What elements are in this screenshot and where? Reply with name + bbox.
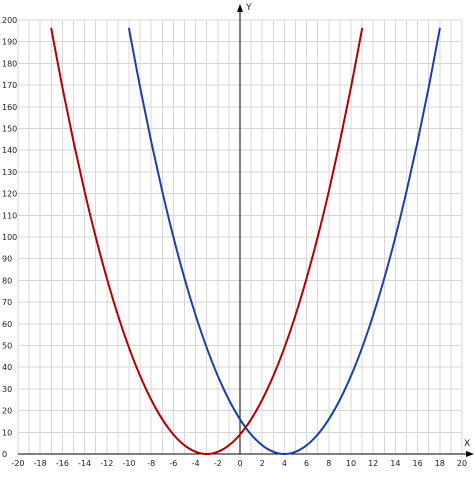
x-tick-label: -6 [169,459,177,468]
y-tick-label: 60 [2,320,12,329]
x-tick-label: 2 [260,459,265,468]
x-tick-label: 10 [346,459,356,468]
x-tick-label: 4 [282,459,287,468]
y-tick-label: 100 [2,233,17,242]
x-tick-label: -18 [34,459,47,468]
x-tick-label: 18 [435,459,445,468]
y-tick-label: 110 [2,211,17,220]
x-axis-label: X [464,439,470,449]
y-axis-arrow [237,4,243,12]
x-tick-label: 12 [368,459,378,468]
y-tick-label: 120 [2,190,17,199]
series-line-2 [128,27,441,455]
y-tick-label: 90 [2,255,12,264]
x-tick-label: -16 [56,459,69,468]
y-tick-label: 140 [2,146,17,155]
y-tick-label: 130 [2,168,17,177]
y-tick-label: 160 [2,103,17,112]
y-tick-label: 80 [2,276,12,285]
y-tick-label: 20 [2,407,12,416]
x-tick-label: 8 [326,459,331,468]
x-tick-label: 0 [237,459,242,468]
x-tick-label: -8 [147,459,155,468]
x-tick-label: -20 [11,459,24,468]
tick-labels: YX-20 -18 -16 -14 -12 -10 -8 -6 -4 -2 0 2 4 6 8 10 12 14 1… [2,3,470,468]
y-tick-label: 10 [2,428,12,437]
x-tick-label: -2 [214,459,222,468]
y-tick-label: 40 [2,363,12,372]
axes [18,4,474,457]
y-tick-label: 190 [2,38,17,47]
y-tick-label: 0 [2,450,7,459]
x-tick-label: -10 [122,459,135,468]
x-tick-label: 14 [390,459,400,468]
x-tick-label: 16 [413,459,423,468]
x-axis-arrow [466,451,474,457]
y-tick-label: 170 [2,81,17,90]
x-tick-label: -4 [192,459,200,468]
y-tick-label: 30 [2,385,12,394]
y-tick-label: 200 [2,16,17,25]
x-tick-label: 6 [304,459,309,468]
x-tick-label: -12 [100,459,113,468]
y-tick-label: 70 [2,298,12,307]
y-tick-label: 50 [2,342,12,351]
series-line-1 [50,27,364,455]
x-tick-label: -14 [78,459,91,468]
grid [17,19,463,455]
series-layer [50,27,441,455]
y-tick-label: 150 [2,125,17,134]
x-tick-label: 20 [457,459,467,468]
y-axis-label: Y [245,3,252,13]
y-tick-label: 180 [2,59,17,68]
